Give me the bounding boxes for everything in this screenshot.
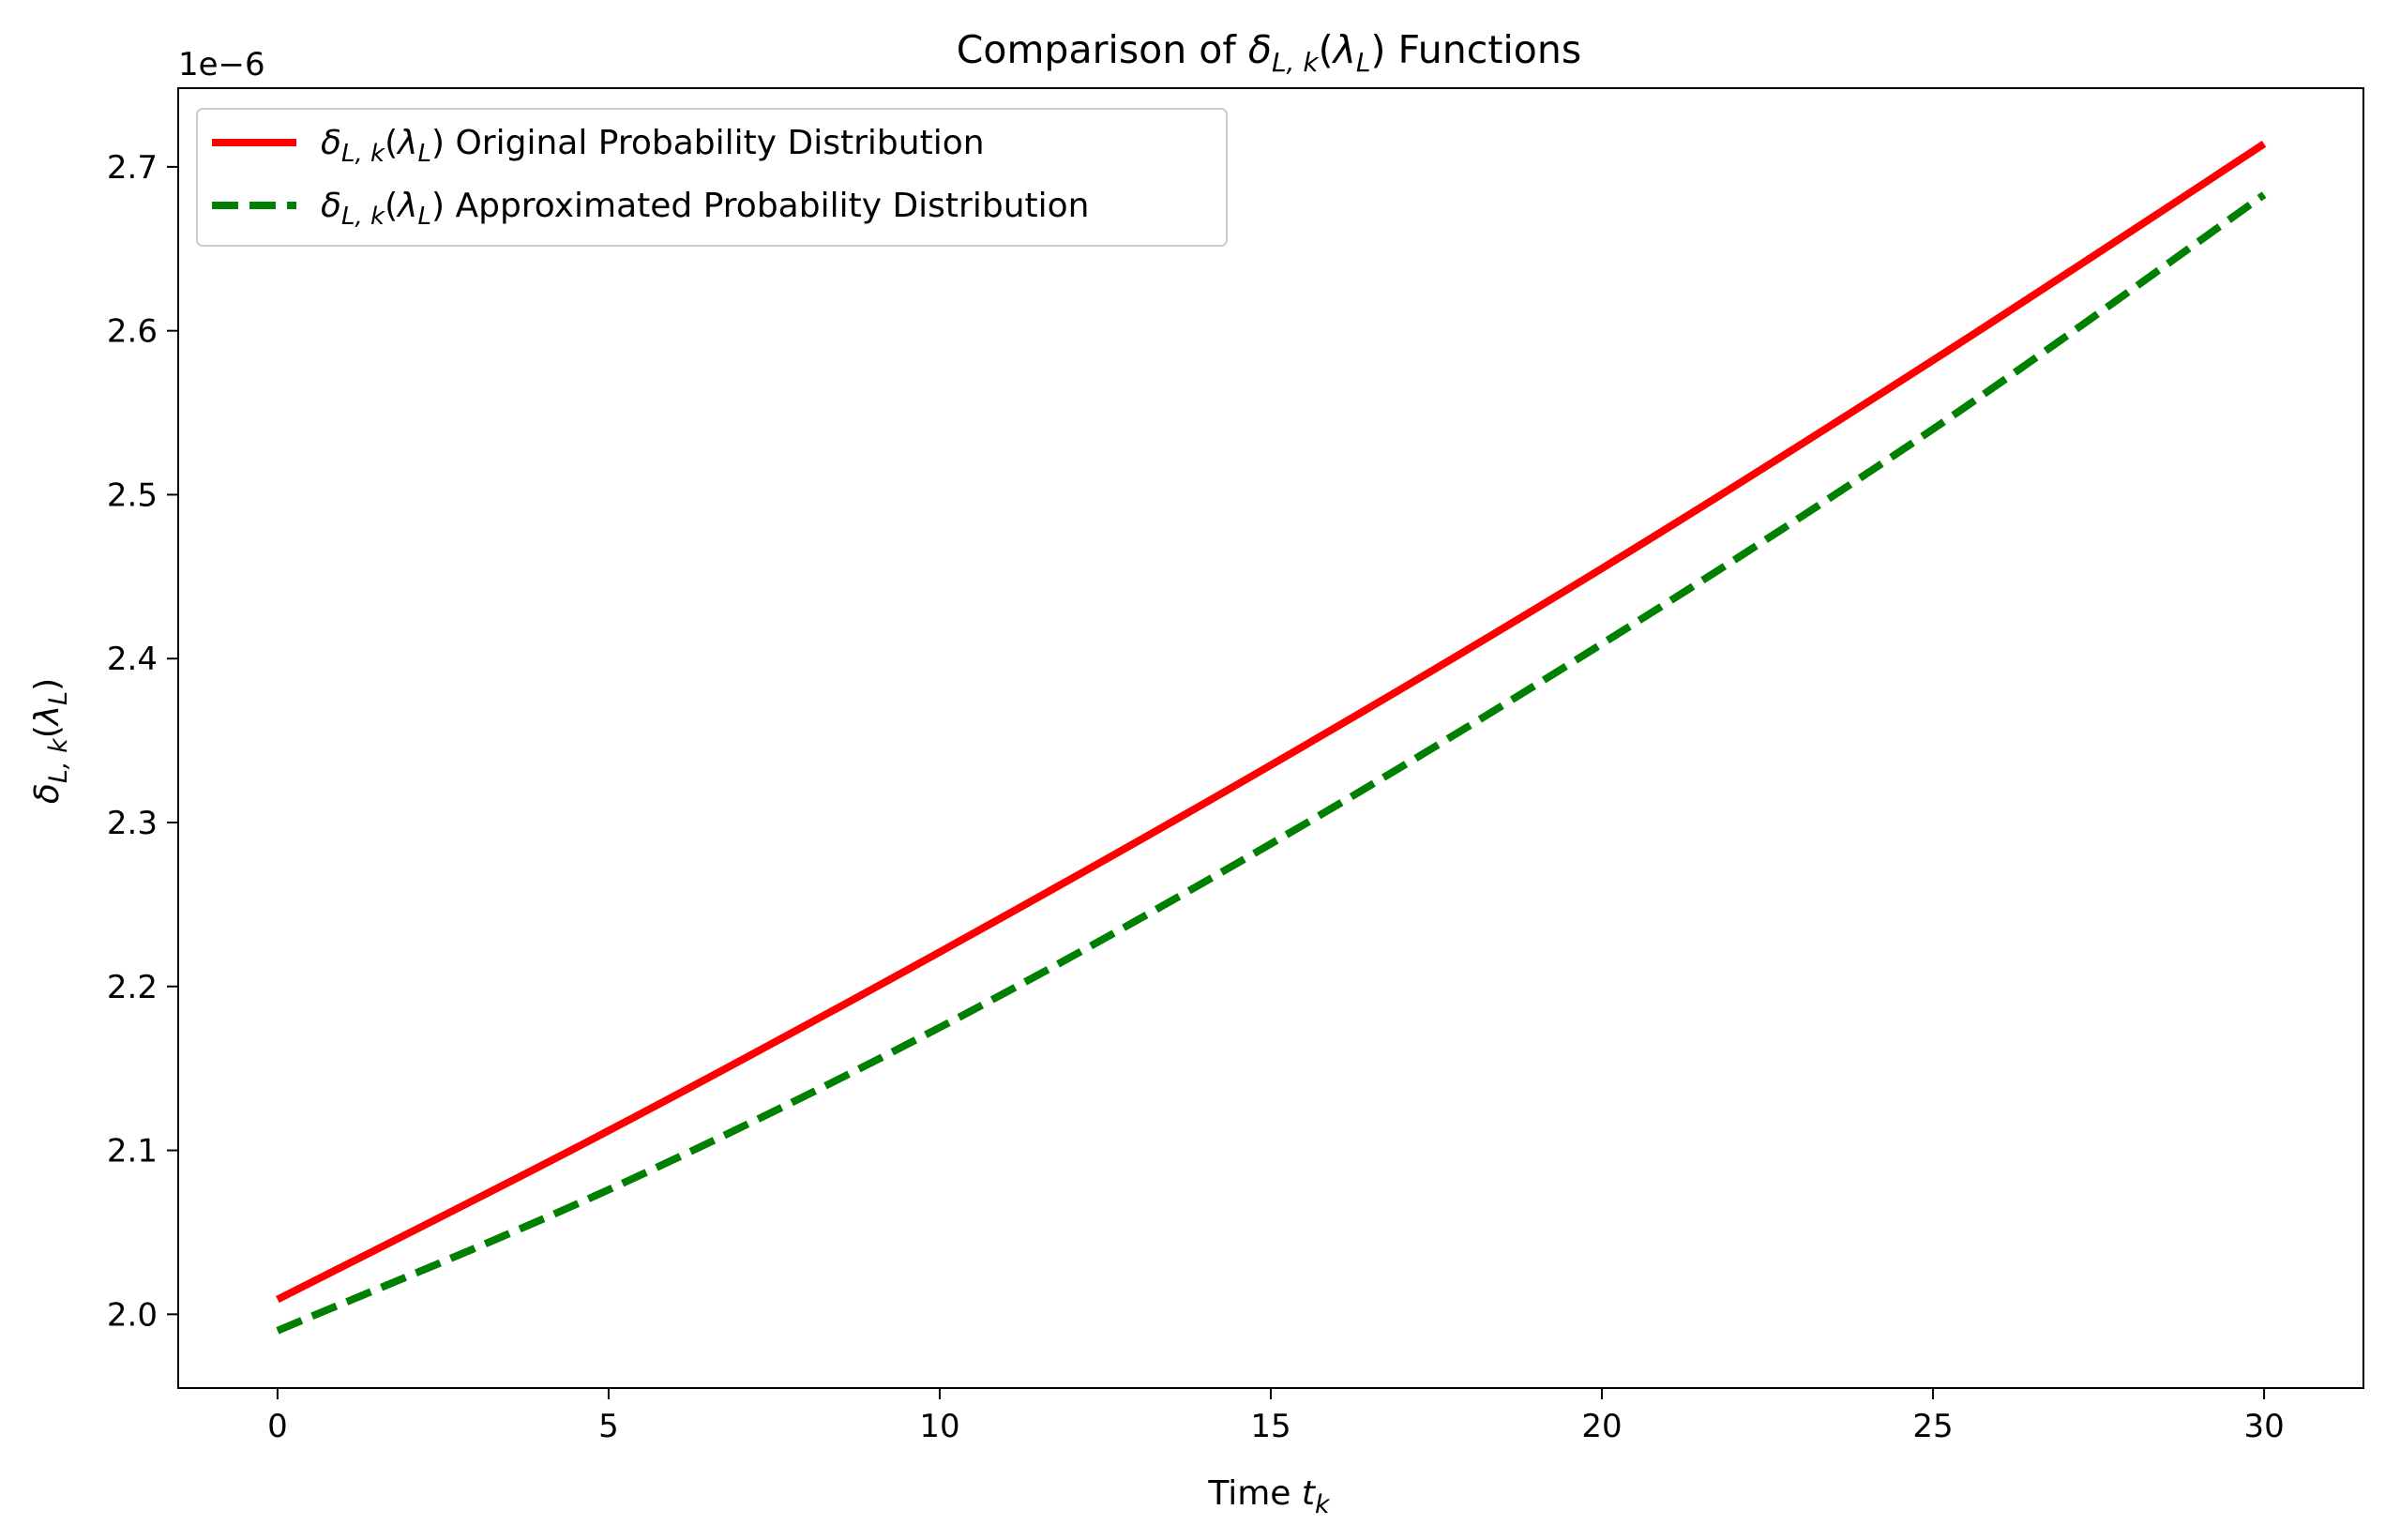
y-offset-label: 1e−6 [178,46,265,83]
y-tick-label: 2.2 [107,969,158,1006]
y-tick-label: 2.7 [107,149,158,187]
legend: δL, k(λL) Original Probability Distribut… [196,108,1228,247]
x-tick-label: 10 [919,1408,959,1445]
series-line-approximated [276,191,2267,1335]
y-tick-label: 2.0 [107,1296,158,1334]
axis-ticks: 0 5 10 15 20 25 30 2.0 2.1 2.2 2.3 2.4 2.5 2.6 2.7 [107,149,2285,1445]
legend-label-approximated: δL, k(λL) Approximated Probability Distr… [321,187,1089,231]
y-tick-label: 2.1 [107,1133,158,1170]
y-tick-label: 2.3 [107,805,158,842]
y-tick-label: 2.4 [107,641,158,678]
x-tick-label: 20 [1581,1408,1622,1445]
x-tick-label: 25 [1912,1408,1953,1445]
chart-title: Comparison of δL, k(λL) Functions [957,27,1581,78]
y-tick-label: 2.6 [107,313,158,351]
y-axis-title: δL, k(λL) [28,678,73,804]
x-tick-label: 15 [1250,1408,1291,1445]
legend-frame [196,108,1228,247]
x-tick-label: 30 [2243,1408,2284,1445]
x-axis-title: Time tk [1207,1474,1331,1519]
legend-label-original: δL, k(λL) Original Probability Distribut… [321,124,985,168]
x-tick-label: 5 [598,1408,619,1445]
y-tick-label: 2.5 [107,476,158,514]
series-line-original [276,141,2267,1304]
x-tick-label: 0 [267,1408,288,1445]
